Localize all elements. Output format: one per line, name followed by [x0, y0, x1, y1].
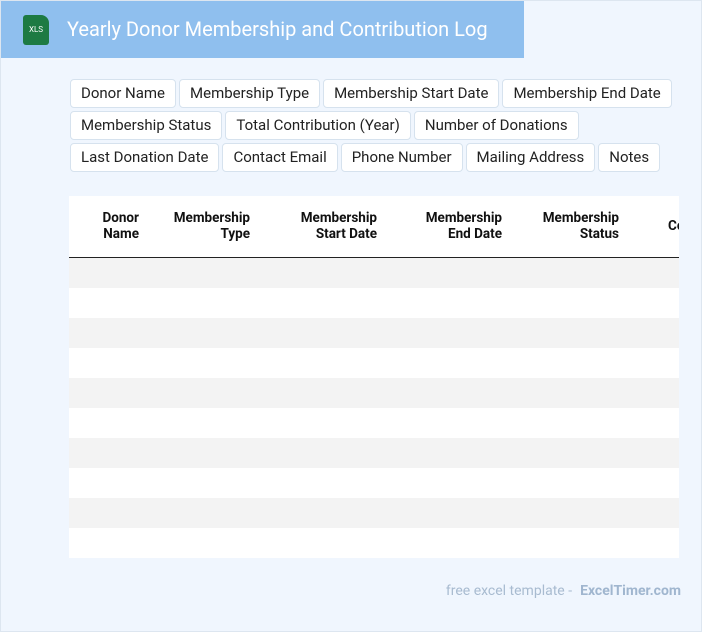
tag[interactable]: Contact Email [222, 143, 338, 172]
tag-row: Donor Name Membership Type Membership Star… [70, 79, 680, 108]
tag[interactable]: Donor Name [70, 79, 177, 108]
table-row [69, 378, 679, 408]
column-header: Membership Start Date [300, 210, 377, 242]
tag[interactable]: Membership Type [179, 79, 321, 108]
tag[interactable]: Last Donation Date [70, 143, 220, 172]
tag[interactable]: Notes [598, 143, 661, 172]
table-row [69, 258, 679, 288]
footer-text: free excel template - [445, 583, 573, 599]
table-row [69, 528, 679, 558]
tag[interactable]: Mailing Address [465, 143, 596, 172]
column-header: Membership Type [173, 210, 250, 242]
table: Donor Name Membership Type Membership Star… [69, 196, 679, 558]
table-row [69, 438, 679, 468]
tag[interactable]: Number of Donations [413, 111, 579, 140]
table-row [69, 498, 679, 528]
table-header: Donor Name Membership Type Membership Star… [69, 196, 679, 258]
tag[interactable]: Membership Start Date [323, 79, 500, 108]
tag[interactable]: Membership End Date [502, 79, 672, 108]
table-row [69, 318, 679, 348]
footer: free excel template - ExcelTimer.com [446, 583, 681, 599]
table-row [69, 348, 679, 378]
tag-row: Membership Status Total Contribution (Yea… [70, 111, 680, 140]
column-header: Co [668, 218, 679, 234]
tag[interactable]: Total Contribution (Year) [225, 111, 411, 140]
table-row [69, 468, 679, 498]
column-header: Donor Name [102, 210, 139, 242]
tag[interactable]: Phone Number [340, 143, 463, 172]
footer-link[interactable]: ExcelTimer.com [580, 583, 681, 599]
table-row [69, 408, 679, 438]
file-icon: XLS [23, 15, 49, 45]
tag-list: Donor Name Membership Type Membership Star… [70, 79, 680, 175]
table-row [69, 288, 679, 318]
column-header: Membership Status [542, 210, 619, 242]
banner: XLS Yearly Donor Membership and Contribu… [1, 1, 524, 58]
tag-row: Last Donation Date Contact Email Phone Num… [70, 143, 680, 172]
tag[interactable]: Membership Status [70, 111, 223, 140]
page-title: Yearly Donor Membership and Contribution… [67, 17, 488, 41]
column-header: Membership End Date [425, 210, 502, 242]
